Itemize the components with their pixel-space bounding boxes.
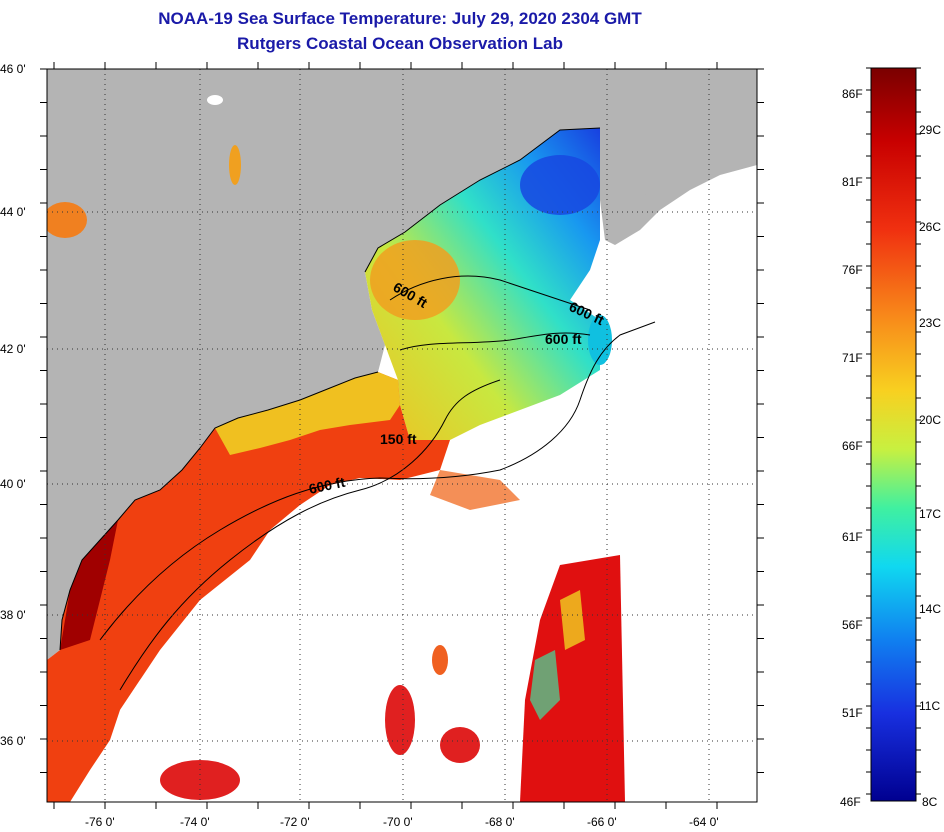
cloud-streak (150, 490, 380, 740)
map-area: 600 ft 600 ft 600 ft 150 ft 600 ft (47, 69, 757, 802)
sst-warm-pocket (370, 240, 460, 320)
colorbar-c-label: 14C (919, 602, 941, 616)
coastline (59, 371, 379, 651)
sst-patch (432, 645, 448, 675)
lat-label: 38 0' (0, 608, 26, 622)
depth-contour-gom (389, 275, 591, 351)
contour-label: 600 ft (545, 331, 582, 347)
colorbar-f-label: 81F (842, 175, 863, 189)
colorbar-c-label: 20C (919, 413, 941, 427)
colorbar-c-label: 29C (919, 123, 941, 137)
sst-mid-atlantic (47, 372, 450, 802)
colorbar-f-label: 76F (842, 263, 863, 277)
lat-label: 36 0' (0, 734, 26, 748)
depth-contour-600 (99, 321, 656, 641)
lon-label: -76 0' (85, 815, 115, 829)
lon-label: -66 0' (587, 815, 617, 829)
land-us (47, 69, 600, 660)
colorbar-f-label: 56F (842, 618, 863, 632)
sst-patch (47, 202, 87, 238)
colorbar-f-label: 51F (842, 706, 863, 720)
lon-label: -70 0' (383, 815, 413, 829)
sst-gs-green (530, 650, 560, 720)
contour-label: 150 ft (380, 431, 417, 447)
map-frame (46, 68, 758, 803)
graticule (47, 69, 757, 802)
colorbar-c-label: 17C (919, 507, 941, 521)
colorbar-ticks (866, 67, 921, 795)
colorbar-f-label: 71F (842, 351, 863, 365)
colorbar-c-label: 23C (919, 316, 941, 330)
lon-label: -74 0' (180, 815, 210, 829)
sst-patch (229, 145, 241, 185)
colorbar-c-label: 26C (919, 220, 941, 234)
sst-patch (588, 315, 612, 365)
depth-contour-150 (119, 379, 501, 691)
lat-label: 46 0' (0, 62, 26, 76)
colorbar-c-label: 11C (919, 699, 940, 713)
lat-label: 40 0' (0, 477, 26, 491)
sst-patch (440, 727, 480, 763)
sst-chesapeake (60, 520, 118, 650)
cloud-streak (120, 660, 165, 740)
colorbar (870, 67, 917, 802)
sst-patch (385, 685, 415, 755)
contour-label: 600 ft (307, 474, 346, 497)
sst-gs-yellow (560, 590, 585, 650)
lon-label: -68 0' (485, 815, 515, 829)
colorbar-f-label: 86F (842, 87, 863, 101)
colorbar-f-label: 46F (840, 795, 861, 809)
lat-label: 42 0' (0, 342, 26, 356)
land-nova-scotia (600, 100, 740, 218)
sst-gulf-stream (520, 555, 625, 802)
colorbar-c-label: 8C (922, 795, 938, 809)
lon-label: -64 0' (689, 815, 719, 829)
map-title: NOAA-19 Sea Surface Temperature: July 29… (158, 9, 642, 28)
colorbar-f-label: 61F (842, 530, 863, 544)
sst-patch (207, 95, 223, 105)
axis-ticks (40, 62, 764, 809)
lat-label: 44 0' (0, 205, 26, 219)
sst-outer-patch (430, 470, 520, 510)
lon-label: -72 0' (280, 815, 310, 829)
colorbar-f-label: 66F (842, 439, 863, 453)
sst-cold-fundy (520, 155, 600, 215)
coastline (364, 127, 601, 273)
sst-ny-bight (215, 372, 400, 455)
map-subtitle: Rutgers Coastal Ocean Observation Lab (237, 34, 563, 53)
